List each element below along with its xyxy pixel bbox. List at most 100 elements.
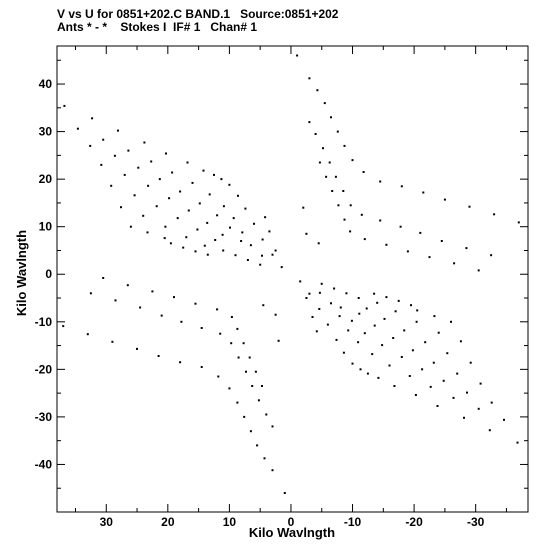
uv-point	[421, 368, 424, 371]
uv-point	[265, 413, 268, 416]
uv-point	[311, 316, 314, 318]
uv-point	[123, 173, 126, 176]
uv-point	[349, 230, 352, 233]
y-axis-title: Kilo Wavlngth	[14, 230, 29, 316]
uv-point	[477, 269, 480, 272]
uv-point	[271, 253, 274, 256]
uv-point	[274, 313, 277, 316]
uv-point	[316, 89, 319, 92]
uv-point	[296, 54, 299, 57]
uv-point	[62, 325, 65, 328]
uv-point	[164, 225, 167, 228]
uv-point	[114, 299, 117, 302]
x-tick-label: -20	[405, 515, 423, 529]
uv-point	[383, 317, 386, 320]
uv-point	[371, 353, 374, 356]
uv-point	[216, 214, 219, 217]
uv-point	[410, 304, 412, 307]
uv-point	[198, 202, 201, 205]
uv-point	[326, 323, 329, 326]
uv-point	[433, 315, 436, 318]
uv-point	[403, 329, 406, 332]
uv-point	[328, 161, 331, 164]
uv-point	[466, 391, 468, 394]
uv-point	[373, 324, 376, 327]
uv-point	[308, 292, 311, 295]
uv-point	[133, 194, 136, 197]
uv-point	[450, 320, 452, 323]
uv-point	[379, 219, 382, 222]
uv-point	[381, 344, 384, 347]
uv-point	[490, 254, 493, 257]
uv-point	[91, 117, 94, 120]
uv-point	[111, 340, 114, 343]
uv-point	[185, 236, 188, 239]
uv-point	[213, 173, 215, 176]
uv-point	[419, 231, 422, 234]
uv-point	[465, 247, 468, 250]
uv-point	[245, 370, 247, 373]
y-tick-label: 10	[39, 220, 53, 234]
uv-point	[257, 399, 260, 402]
uv-point	[299, 280, 302, 283]
uv-point	[432, 361, 435, 364]
uv-point	[343, 144, 346, 147]
uv-point	[302, 206, 305, 209]
uv-point	[251, 385, 254, 387]
uv-point	[137, 166, 140, 169]
uv-point	[440, 240, 443, 242]
uv-point	[242, 342, 245, 345]
uv-point	[317, 242, 320, 245]
uv-point	[217, 375, 220, 378]
uv-point	[493, 213, 496, 216]
uv-point	[456, 372, 459, 375]
uv-point	[169, 242, 172, 245]
uv-point	[253, 222, 255, 225]
uv-point	[337, 204, 340, 207]
uv-point	[171, 171, 174, 174]
uv-point	[358, 312, 361, 315]
uv-point	[305, 297, 308, 299]
uv-point	[173, 296, 175, 299]
uv-point	[180, 320, 183, 323]
y-tick-label: -20	[35, 362, 53, 376]
uv-point	[200, 366, 203, 368]
uv-point	[385, 296, 388, 299]
uv-point	[179, 190, 182, 193]
uv-point	[89, 292, 92, 295]
uv-point	[318, 308, 321, 310]
uv-point	[234, 254, 237, 257]
uv-point	[228, 387, 231, 390]
uv-point	[200, 327, 203, 329]
uv-point	[443, 198, 446, 201]
uv-point	[165, 152, 167, 155]
plot-title: V vs U for 0851+202.C BAND.1 Source:0851…	[57, 7, 339, 21]
uv-point	[203, 244, 206, 247]
plot-subtitle: Ants * - * Stokes I IF# 1 Chan# 1	[57, 20, 258, 34]
uv-point	[452, 396, 455, 399]
uv-point	[76, 127, 79, 130]
uv-point	[351, 362, 354, 365]
uv-point	[236, 327, 239, 330]
uv-point	[315, 330, 318, 333]
uv-point	[244, 207, 247, 210]
x-tick-label: -10	[344, 515, 362, 529]
uv-point	[100, 163, 103, 166]
uv-point	[357, 341, 360, 344]
uv-point	[191, 181, 194, 184]
uv-point	[397, 299, 400, 302]
uv-point	[411, 349, 414, 352]
uv-point	[271, 469, 274, 472]
uv-point	[232, 217, 235, 220]
uv-point	[463, 416, 465, 419]
uv-point	[429, 385, 432, 388]
uv-point	[359, 368, 362, 371]
x-tick-label: -30	[467, 515, 485, 529]
uv-point	[143, 141, 146, 144]
uv-point	[400, 185, 403, 188]
uv-point	[406, 250, 409, 253]
uv-point	[394, 310, 397, 313]
y-tick-label: -10	[35, 315, 53, 329]
uv-point	[428, 256, 431, 259]
